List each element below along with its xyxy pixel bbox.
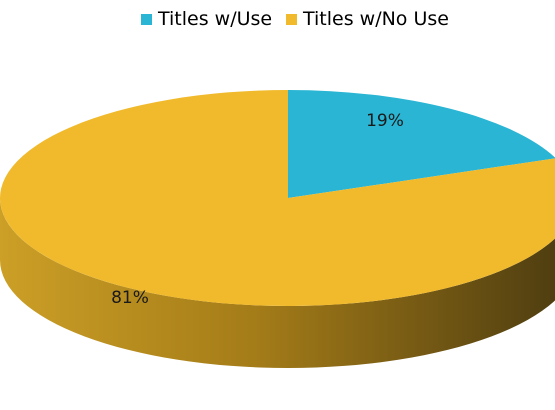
- legend-item-titles-with-use: Titles w/Use: [141, 8, 272, 30]
- slice-labels: 19% 81%: [111, 111, 404, 308]
- legend-label-titles-with-use: Titles w/Use: [158, 8, 273, 30]
- legend-swatch-titles-with-use: [141, 13, 152, 25]
- data-label-titles-with-no-use: 81%: [111, 288, 149, 308]
- data-label-titles-with-use: 19%: [366, 111, 404, 131]
- pie-slice-titles-with-no-use: [0, 90, 555, 306]
- pie-layer: [0, 90, 555, 368]
- pie-slice-titles-with-use: [288, 90, 555, 198]
- chart-legend: Titles w/Use Titles w/No Use: [0, 8, 555, 34]
- legend-item-titles-with-no-use: Titles w/No Use: [286, 8, 449, 30]
- legend-swatch-titles-with-no-use: [286, 13, 297, 25]
- pie-side-wall: [0, 198, 555, 368]
- legend-label-titles-with-no-use: Titles w/No Use: [303, 8, 449, 30]
